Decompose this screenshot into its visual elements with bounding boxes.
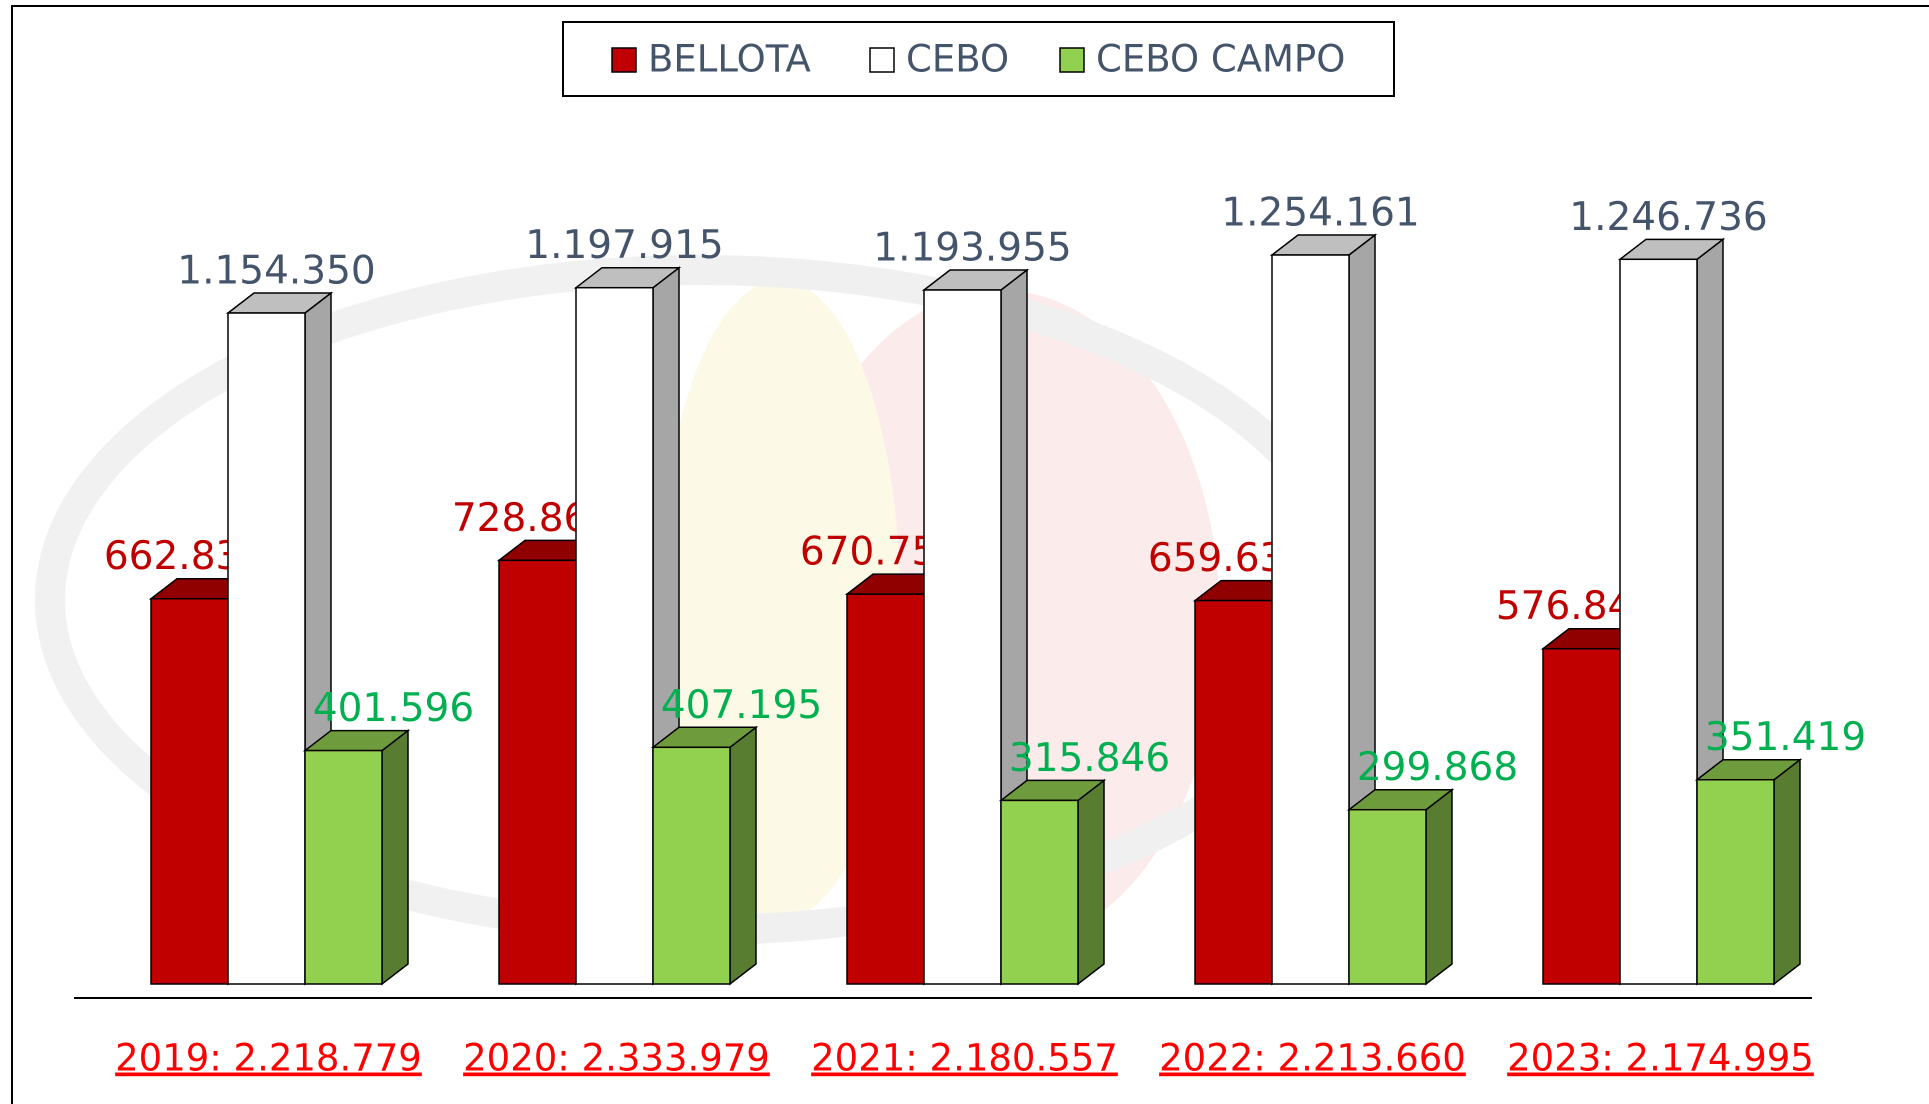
value-label: 401.596 [313,686,474,731]
x-tick-label: 2020: 2.333.979 [463,1037,770,1080]
value-label: 1.154.350 [177,249,376,294]
legend-label: CEBO [906,38,1009,81]
bar [847,594,924,984]
bar [1620,259,1697,984]
bar [1543,649,1620,984]
value-label: 351.419 [1705,715,1866,760]
bar [151,599,228,984]
bar-side [730,727,756,984]
x-tick-label: 2021: 2.180.557 [811,1037,1118,1080]
bar [1349,810,1426,984]
bar [1697,780,1774,984]
value-label: 315.846 [1009,736,1170,781]
bar [228,313,305,984]
legend-swatch [870,48,894,72]
x-tick-label: 2023: 2.174.995 [1507,1037,1814,1080]
x-tick-label: 2022: 2.213.660 [1159,1037,1466,1080]
value-label: 1.197.915 [525,223,724,268]
bar [1195,601,1272,984]
legend-swatch [612,48,636,72]
value-label: 299.868 [1357,745,1518,790]
bar [653,747,730,984]
legend-label: BELLOTA [648,38,811,81]
legend-label: CEBO CAMPO [1096,38,1345,81]
x-tick-label: 2019: 2.218.779 [115,1037,422,1080]
legend-swatch [1060,48,1084,72]
bar [305,751,382,984]
bar-side [1078,780,1104,984]
value-label: 1.246.736 [1569,195,1768,240]
bar [924,290,1001,984]
bar [1272,255,1349,984]
bar [499,560,576,984]
bar-side [382,731,408,984]
bar-side [1774,760,1800,984]
value-label: 1.193.955 [873,225,1072,270]
bar [1001,800,1078,984]
value-label: 407.195 [661,683,822,728]
value-label: 1.254.161 [1221,191,1420,236]
chart: BELLOTACEBOCEBO CAMPO662.8331.154.350401… [0,0,1929,1104]
bar-side [1426,790,1452,984]
bar [576,288,653,984]
